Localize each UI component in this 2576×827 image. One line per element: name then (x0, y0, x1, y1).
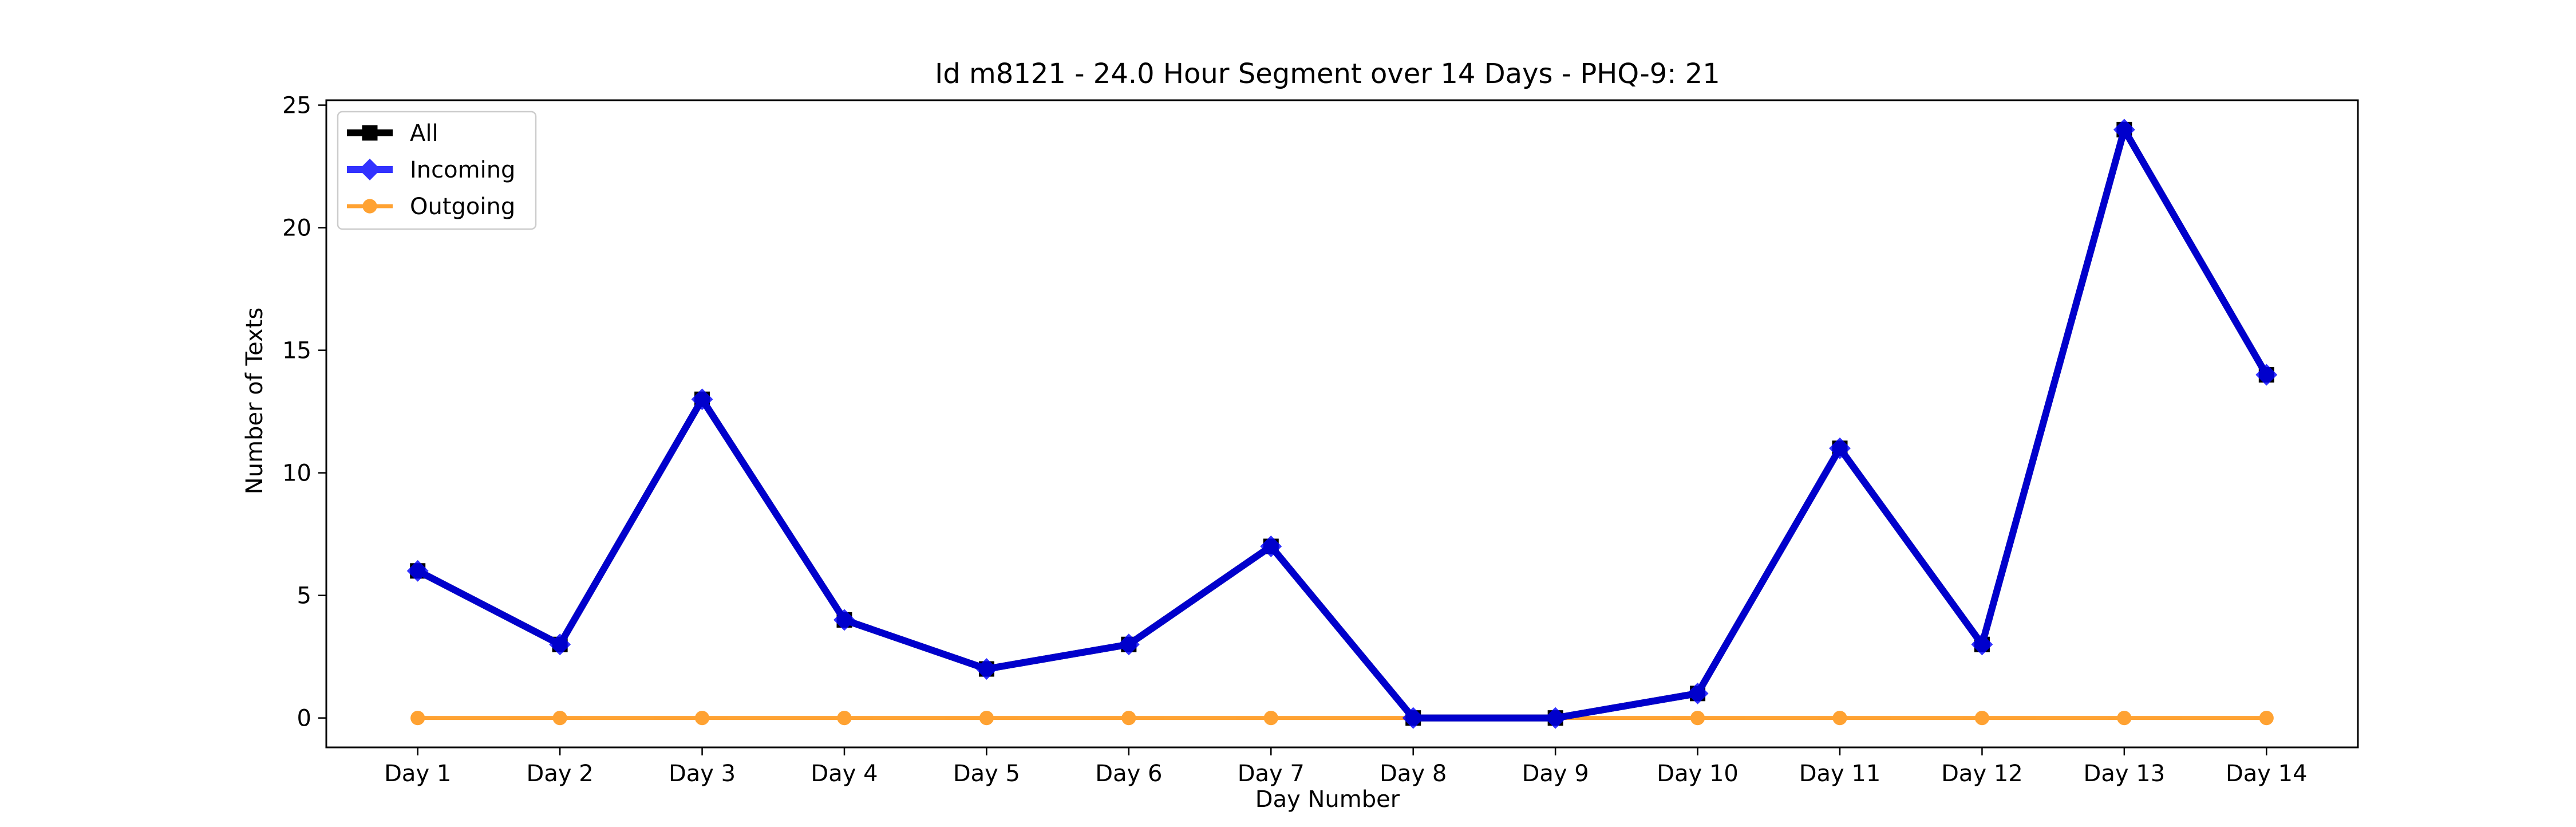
series-line-incoming (416, 126, 2270, 722)
legend-box (337, 111, 537, 230)
data-point-outgoing (2259, 711, 2274, 726)
plot-frame (325, 99, 2359, 749)
data-point-incoming (1686, 682, 1709, 704)
legend: All Incoming Outgoing (337, 111, 537, 230)
x-tick-label: Day 3 (669, 761, 736, 787)
data-point-outgoing (837, 711, 852, 726)
data-point-outgoing (2117, 711, 2132, 726)
x-tick-label: Day 10 (1657, 761, 1739, 787)
x-tick-label: Day 11 (1799, 761, 1881, 787)
data-point-outgoing (1121, 711, 1136, 726)
x-tick-label: Day 2 (527, 761, 594, 787)
series-incoming (406, 119, 2278, 729)
legend-marker-all (362, 125, 378, 141)
chart-title: Id m8121 - 24.0 Hour Segment over 14 Day… (935, 58, 1720, 90)
legend-handle-all (347, 125, 393, 141)
data-point-incoming (1971, 633, 1993, 656)
data-point-outgoing (410, 711, 425, 726)
data-point-incoming (1544, 707, 1567, 729)
x-tick-label: Day 5 (953, 761, 1020, 787)
legend-handle-incoming (347, 159, 393, 180)
x-tick-label: Day 12 (1941, 761, 2023, 787)
legend-label-all: All (410, 120, 438, 147)
data-point-outgoing (694, 711, 710, 726)
x-tick-label: Day 7 (1238, 761, 1305, 787)
data-point-incoming (1117, 633, 1140, 656)
data-point-outgoing (1690, 711, 1705, 726)
data-point-incoming (549, 633, 571, 656)
x-tick-label: Day 4 (811, 761, 878, 787)
data-point-outgoing (552, 711, 567, 726)
y-tick-label: 15 (282, 338, 311, 364)
y-tick-label: 10 (282, 460, 311, 487)
legend-handle-outgoing (347, 199, 393, 214)
data-point-incoming (2255, 364, 2278, 386)
data-point-incoming (1402, 707, 1424, 729)
x-tick-label: Day 13 (2084, 761, 2166, 787)
legend-label-incoming: Incoming (410, 157, 515, 183)
data-point-outgoing (1832, 711, 1847, 726)
y-tick-label: 0 (297, 706, 311, 732)
data-point-outgoing (979, 711, 994, 726)
y-tick-label: 5 (297, 583, 311, 609)
data-point-incoming (691, 388, 713, 411)
series-outgoing (410, 711, 2274, 726)
x-tick-label: Day 9 (1522, 761, 1589, 787)
data-point-incoming (833, 609, 855, 631)
data-point-incoming (406, 560, 429, 582)
data-point-incoming (2113, 119, 2135, 141)
data-point-incoming (1829, 437, 1851, 459)
x-tick-label: Day 8 (1380, 761, 1447, 787)
data-point-outgoing (1263, 711, 1278, 726)
x-tick-label: Day 6 (1095, 761, 1162, 787)
data-point-outgoing (1974, 711, 1990, 726)
legend-marker-outgoing (362, 199, 377, 214)
legend-marker-incoming (359, 159, 381, 180)
y-tick-label: 25 (282, 93, 311, 119)
plot-area: 0 5 10 15 20 25 Day 1 Day 2 Day 3 Day 4 Day 5 Day 6… (282, 93, 2359, 787)
y-axis-label: Number of Texts (242, 308, 268, 494)
x-tick-label: Day 1 (384, 761, 451, 787)
x-tick-label: Day 14 (2226, 761, 2308, 787)
data-point-incoming (1260, 535, 1282, 557)
x-axis-label: Day Number (1255, 786, 1400, 813)
data-point-incoming (975, 658, 998, 680)
y-tick-label: 20 (282, 215, 311, 242)
legend-label-outgoing: Outgoing (410, 194, 515, 220)
